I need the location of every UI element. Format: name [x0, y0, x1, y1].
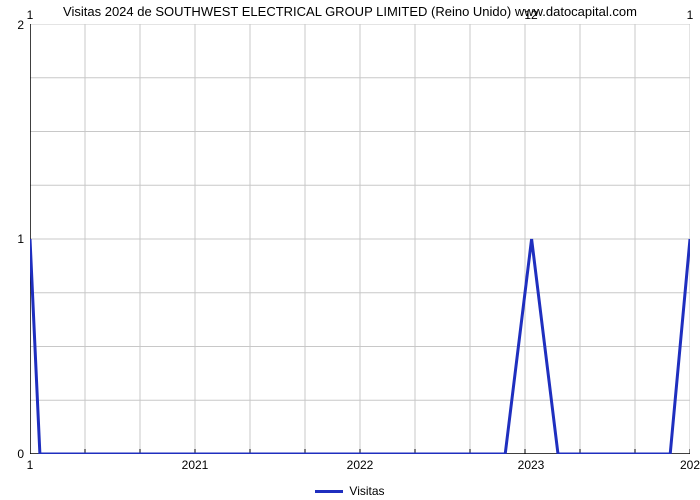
x-tick-3: 2023	[518, 458, 545, 472]
top-tick-1: 12	[524, 8, 537, 22]
legend: Visitas	[0, 484, 700, 498]
x-tick-1: 2021	[182, 458, 209, 472]
x-tick-2: 2022	[347, 458, 374, 472]
chart-title: Visitas 2024 de SOUTHWEST ELECTRICAL GRO…	[0, 4, 700, 19]
top-tick-2: 1	[687, 8, 694, 22]
legend-swatch	[315, 490, 343, 493]
top-tick-0: 1	[27, 8, 34, 22]
chart-container: Visitas 2024 de SOUTHWEST ELECTRICAL GRO…	[0, 0, 700, 500]
plot-area	[30, 24, 690, 454]
chart-svg	[30, 24, 690, 454]
y-tick-2: 2	[0, 18, 24, 32]
y-tick-0: 0	[0, 447, 24, 461]
y-tick-1: 1	[0, 232, 24, 246]
x-tick-0: 1	[27, 458, 34, 472]
x-tick-4: 202	[680, 458, 700, 472]
legend-label: Visitas	[349, 484, 384, 498]
